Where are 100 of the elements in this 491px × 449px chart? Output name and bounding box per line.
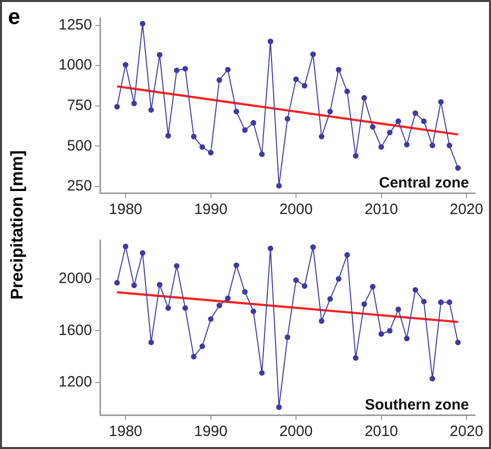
point: [310, 244, 316, 250]
point: [378, 331, 384, 337]
point: [199, 343, 206, 350]
x-tick-label: 2020: [450, 423, 484, 440]
point: [421, 298, 427, 304]
point: [352, 355, 358, 361]
point: [148, 340, 154, 346]
point: [438, 299, 444, 306]
point: [327, 296, 333, 302]
x-tick-label: 2000: [279, 423, 313, 440]
point: [370, 284, 376, 290]
point: [182, 66, 188, 72]
point: [190, 134, 197, 140]
point: [174, 263, 180, 269]
point: [318, 134, 324, 140]
point: [276, 404, 282, 410]
point: [430, 376, 436, 382]
x-tick-label: 1980: [108, 201, 142, 218]
point: [208, 150, 214, 156]
point: [114, 280, 120, 286]
point: [140, 20, 146, 26]
point: [156, 282, 162, 288]
point: [421, 118, 427, 124]
x-tick-label: 2020: [450, 201, 484, 218]
y-tick-label: 1200: [58, 374, 92, 391]
point: [165, 132, 171, 139]
point: [259, 151, 265, 158]
chart-title: e: [8, 4, 20, 30]
y-axis-title: Precipitation [mm]: [8, 150, 28, 300]
point: [386, 130, 393, 136]
point: [284, 334, 290, 340]
point: [344, 252, 350, 258]
point: [302, 283, 308, 289]
point: [446, 299, 452, 306]
x-tick-label: 1980: [108, 423, 142, 440]
y-tick-label: 1600: [58, 322, 92, 339]
point: [361, 95, 368, 101]
point: [438, 99, 444, 105]
point: [412, 287, 418, 293]
annotation: Southern zone: [364, 396, 469, 414]
point: [276, 182, 282, 189]
point: [386, 328, 393, 334]
point: [225, 66, 231, 72]
point: [344, 88, 350, 94]
point: [327, 108, 333, 114]
point: [199, 144, 206, 150]
point: [156, 52, 162, 58]
x-tick-label: 1990: [194, 201, 228, 218]
point: [352, 153, 358, 159]
point: [182, 305, 188, 311]
point: [318, 318, 324, 324]
point: [378, 144, 384, 150]
point: [131, 100, 137, 106]
point: [446, 142, 452, 148]
y-tick-label: 1000: [58, 56, 92, 74]
point: [404, 142, 410, 148]
point: [165, 305, 171, 311]
point: [122, 62, 128, 68]
point: [259, 370, 265, 376]
point: [225, 296, 231, 302]
point: [268, 246, 274, 252]
point: [250, 308, 256, 314]
point: [242, 127, 248, 133]
y-tick-label: 2000: [58, 270, 92, 288]
x-tick-label: 2000: [279, 201, 313, 218]
annotation: Central zone: [378, 174, 469, 192]
y-tick-label: 1250: [58, 16, 92, 34]
point: [412, 110, 418, 116]
y-tick-label: 250: [66, 178, 92, 195]
point: [336, 66, 342, 72]
point: [234, 262, 240, 268]
point: [361, 301, 368, 307]
point: [268, 38, 274, 44]
point: [455, 340, 461, 346]
point: [370, 124, 376, 130]
point: [140, 250, 146, 256]
point: [395, 306, 402, 312]
point: [293, 277, 299, 283]
point: [234, 108, 240, 114]
point: [131, 282, 137, 288]
point: [250, 120, 256, 126]
point: [242, 289, 248, 295]
point: [284, 116, 290, 122]
point: [310, 51, 316, 58]
point: [114, 104, 120, 110]
point: [216, 302, 222, 308]
point: [293, 76, 299, 82]
point: [336, 276, 342, 282]
point: [404, 336, 410, 342]
x-tick-label: 1990: [194, 423, 228, 440]
point: [148, 107, 154, 113]
point: [174, 68, 180, 74]
y-tick-label: 500: [66, 137, 92, 154]
point: [395, 118, 402, 124]
point: [216, 77, 222, 83]
point: [122, 244, 128, 250]
point: [302, 82, 308, 89]
point: [190, 354, 197, 360]
y-tick-label: 750: [66, 97, 92, 114]
x-tick-label: 2010: [364, 423, 398, 440]
